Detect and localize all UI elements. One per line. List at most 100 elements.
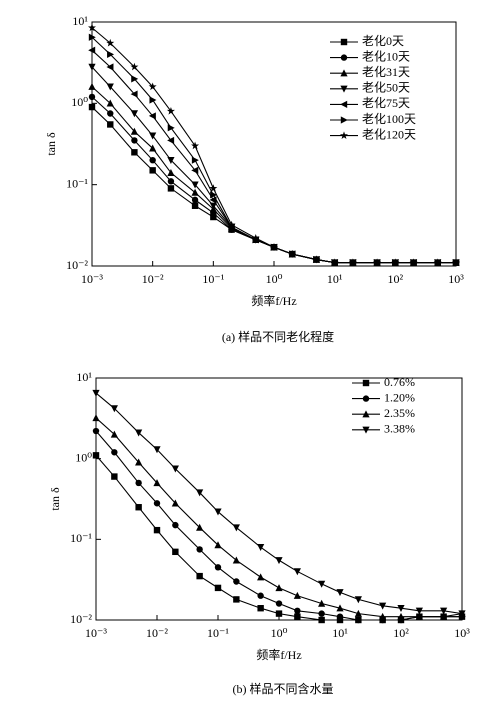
marker — [196, 546, 203, 553]
marker — [107, 50, 115, 58]
marker — [107, 121, 114, 128]
y-tick-label: 10⁻² — [70, 612, 92, 626]
legend-label: 老化10天 — [362, 49, 410, 63]
marker — [196, 572, 203, 580]
x-tick-label: 10⁻² — [146, 626, 168, 640]
marker — [233, 578, 240, 585]
series-line — [95, 430, 462, 621]
marker — [452, 258, 460, 267]
marker — [348, 258, 357, 267]
y-tick-label: 10⁻¹ — [66, 176, 88, 190]
legend-label: 老化50天 — [362, 81, 410, 95]
marker — [88, 46, 96, 54]
marker — [167, 178, 175, 185]
marker — [153, 479, 161, 487]
marker — [149, 167, 156, 174]
marker — [172, 548, 179, 556]
x-axis-label: 频率f/Hz — [251, 293, 296, 308]
marker — [294, 607, 301, 615]
marker — [257, 605, 264, 612]
legend-label: 2.35% — [384, 406, 415, 420]
marker — [88, 23, 96, 32]
x-tick-label: 10⁻² — [142, 272, 164, 286]
marker — [397, 605, 405, 613]
marker — [336, 589, 344, 597]
marker — [340, 38, 348, 46]
marker — [214, 564, 222, 571]
marker — [397, 612, 405, 620]
marker — [275, 557, 283, 565]
marker — [210, 213, 217, 221]
x-axis-label: 频率f/Hz — [256, 647, 301, 662]
marker — [362, 410, 370, 418]
marker — [167, 156, 175, 164]
marker — [111, 473, 118, 480]
y-tick-label: 10⁰ — [75, 450, 92, 464]
legend-label: 老化100天 — [362, 112, 416, 126]
marker — [275, 610, 283, 617]
marker — [209, 184, 218, 192]
marker — [92, 452, 100, 459]
x-tick-label: 10⁻³ — [85, 626, 107, 640]
marker — [440, 612, 448, 620]
marker — [88, 103, 96, 111]
marker — [191, 202, 199, 209]
x-tick-label: 10³ — [448, 272, 464, 286]
marker — [149, 156, 156, 164]
marker — [191, 156, 199, 164]
y-axis-label: tan δ — [44, 132, 58, 156]
marker — [251, 233, 260, 242]
marker — [391, 258, 400, 267]
legend-label: 老化120天 — [362, 127, 416, 141]
marker — [131, 75, 139, 83]
marker — [92, 427, 100, 435]
marker — [340, 69, 348, 77]
marker — [232, 524, 240, 532]
marker — [440, 607, 448, 615]
marker — [409, 258, 418, 267]
marker — [275, 584, 283, 592]
x-tick-label: 10¹ — [332, 626, 348, 640]
marker — [336, 613, 344, 620]
x-tick-label: 10⁻³ — [81, 272, 103, 286]
marker — [110, 430, 118, 438]
marker — [130, 62, 139, 71]
x-tick-label: 10³ — [454, 626, 470, 640]
x-tick-label: 10⁻¹ — [202, 272, 224, 286]
marker — [214, 508, 222, 516]
marker — [340, 100, 348, 108]
y-tick-label: 10⁻² — [66, 258, 88, 272]
marker — [149, 132, 157, 140]
x-tick-label: 10⁰ — [266, 272, 283, 286]
marker — [336, 604, 344, 612]
marker — [362, 379, 370, 387]
marker — [379, 612, 387, 620]
marker — [340, 85, 348, 93]
marker — [232, 556, 240, 564]
marker — [130, 127, 139, 135]
marker — [433, 258, 442, 267]
marker — [172, 521, 179, 529]
marker — [167, 168, 175, 176]
marker — [110, 405, 118, 413]
marker — [92, 414, 100, 422]
marker — [318, 616, 325, 624]
marker — [318, 610, 325, 617]
marker — [257, 543, 265, 551]
marker — [88, 93, 96, 101]
legend-label: 0.76% — [384, 375, 415, 389]
marker — [354, 609, 362, 617]
marker — [149, 144, 157, 152]
marker — [233, 596, 240, 603]
marker — [340, 131, 348, 139]
marker — [106, 38, 115, 47]
marker — [214, 584, 222, 592]
legend-label: 3.38% — [384, 422, 415, 436]
marker — [88, 82, 96, 90]
marker — [88, 33, 96, 41]
marker — [458, 610, 466, 618]
marker — [167, 185, 175, 192]
marker — [288, 249, 297, 258]
marker — [191, 166, 199, 174]
